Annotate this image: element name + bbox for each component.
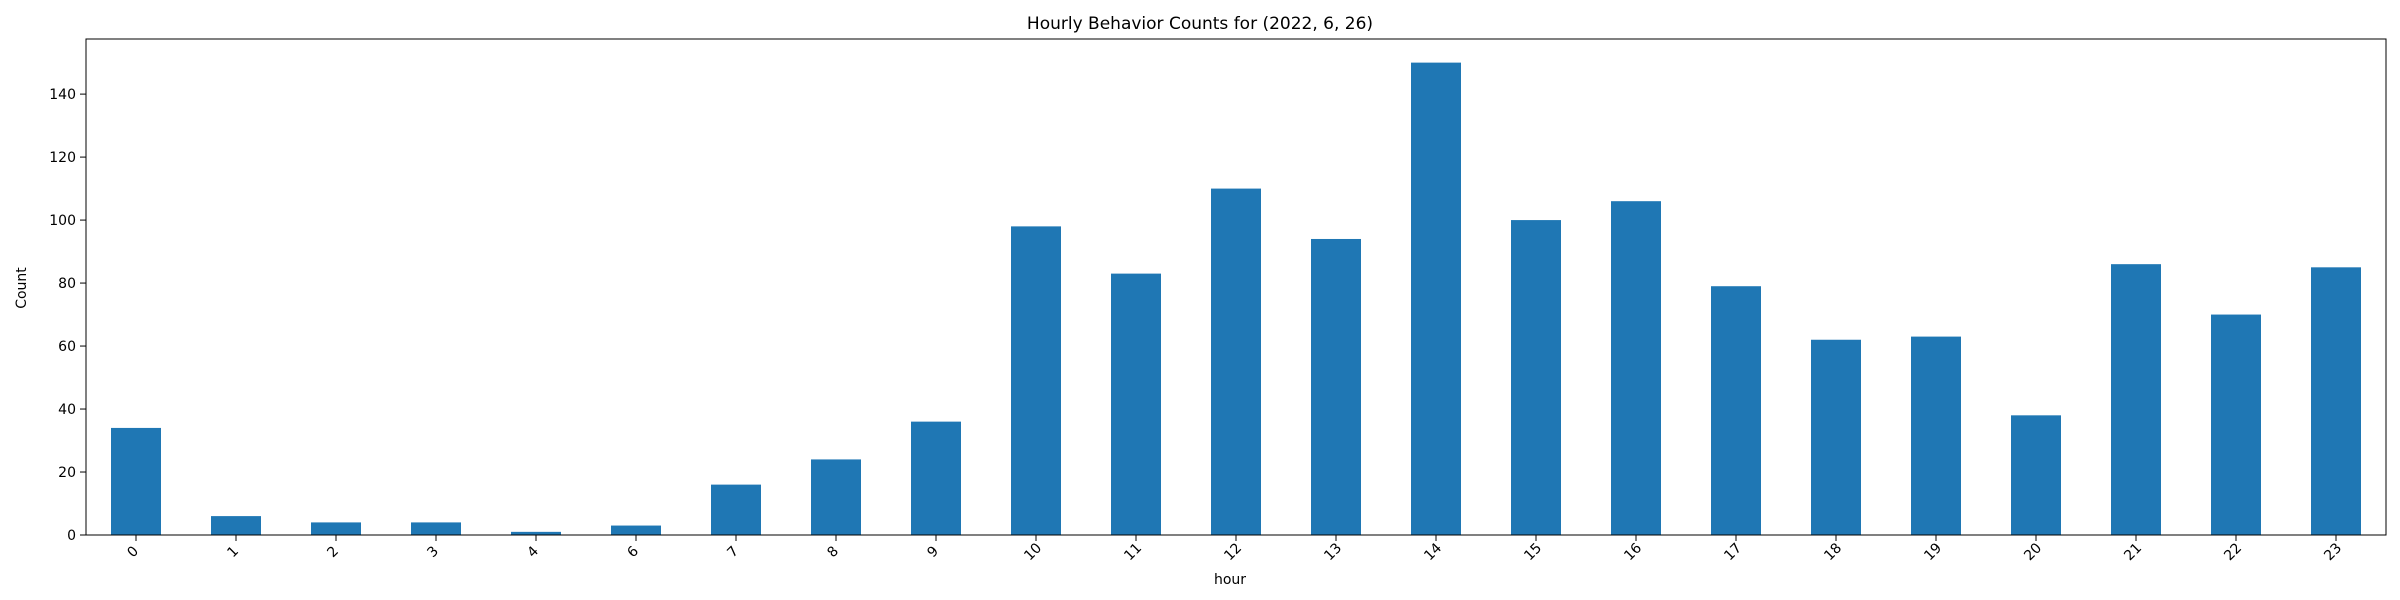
x-tick-label-15: 15 (1521, 540, 1545, 564)
bar-12 (1211, 188, 1261, 536)
bar-2 (311, 522, 361, 535)
x-tick-label-9: 9 (924, 543, 942, 561)
x-tick-label-1: 1 (224, 543, 242, 561)
bar-13 (1311, 238, 1361, 535)
x-tick-label-8: 8 (824, 543, 842, 561)
bar-19 (1911, 336, 1961, 535)
y-axis-label: Count (14, 267, 30, 309)
x-tick-label-3: 3 (424, 543, 442, 561)
x-tick-label-6: 6 (624, 543, 642, 561)
bar-9 (911, 421, 961, 535)
bar-21 (2111, 264, 2161, 535)
x-tick-label-23: 23 (2321, 540, 2345, 564)
bar-7 (711, 484, 761, 535)
x-tick-label-12: 12 (1221, 540, 1245, 564)
y-tick-label-0: 0 (67, 528, 76, 544)
x-tick-label-22: 22 (2221, 540, 2245, 564)
x-tick-label-0: 0 (124, 543, 142, 561)
x-tick-label-11: 11 (1121, 540, 1145, 564)
bar-3 (411, 522, 461, 535)
y-tick-label-140: 140 (49, 87, 76, 103)
y-tick-label-120: 120 (49, 150, 76, 166)
y-tick-label-20: 20 (58, 465, 76, 481)
bar-20 (2011, 415, 2061, 535)
bar-6 (611, 525, 661, 535)
bar-1 (211, 516, 261, 535)
x-tick-label-17: 17 (1721, 540, 1745, 564)
x-tick-label-16: 16 (1621, 540, 1645, 564)
x-tick-label-13: 13 (1321, 540, 1345, 564)
bar-17 (1711, 286, 1761, 535)
bar-4 (511, 531, 561, 535)
bar-14 (1411, 62, 1461, 535)
bar-10 (1011, 226, 1061, 535)
x-tick-label-14: 14 (1421, 540, 1445, 564)
bar-16 (1611, 201, 1661, 535)
bar-22 (2211, 314, 2261, 535)
x-axis-label: hour (1214, 572, 1246, 588)
bar-18 (1811, 339, 1861, 535)
x-tick-label-4: 4 (524, 543, 542, 561)
chart-title: Hourly Behavior Counts for (2022, 6, 26) (1027, 14, 1373, 34)
x-tick-label-7: 7 (724, 543, 742, 561)
y-tick-label-40: 40 (58, 402, 76, 418)
bar-11 (1111, 273, 1161, 535)
x-tick-label-19: 19 (1921, 540, 1945, 564)
x-tick-label-2: 2 (324, 543, 342, 561)
y-tick-label-60: 60 (58, 339, 76, 355)
bar-0 (111, 427, 161, 535)
bar-8 (811, 459, 861, 535)
x-tick-label-20: 20 (2021, 540, 2045, 564)
bar-15 (1511, 220, 1561, 536)
y-tick-label-80: 80 (58, 276, 76, 292)
y-tick-label-100: 100 (49, 213, 76, 229)
x-tick-label-18: 18 (1821, 540, 1845, 564)
x-tick-label-21: 21 (2121, 540, 2145, 564)
bar-23 (2311, 267, 2361, 535)
x-tick-label-10: 10 (1021, 540, 1045, 564)
